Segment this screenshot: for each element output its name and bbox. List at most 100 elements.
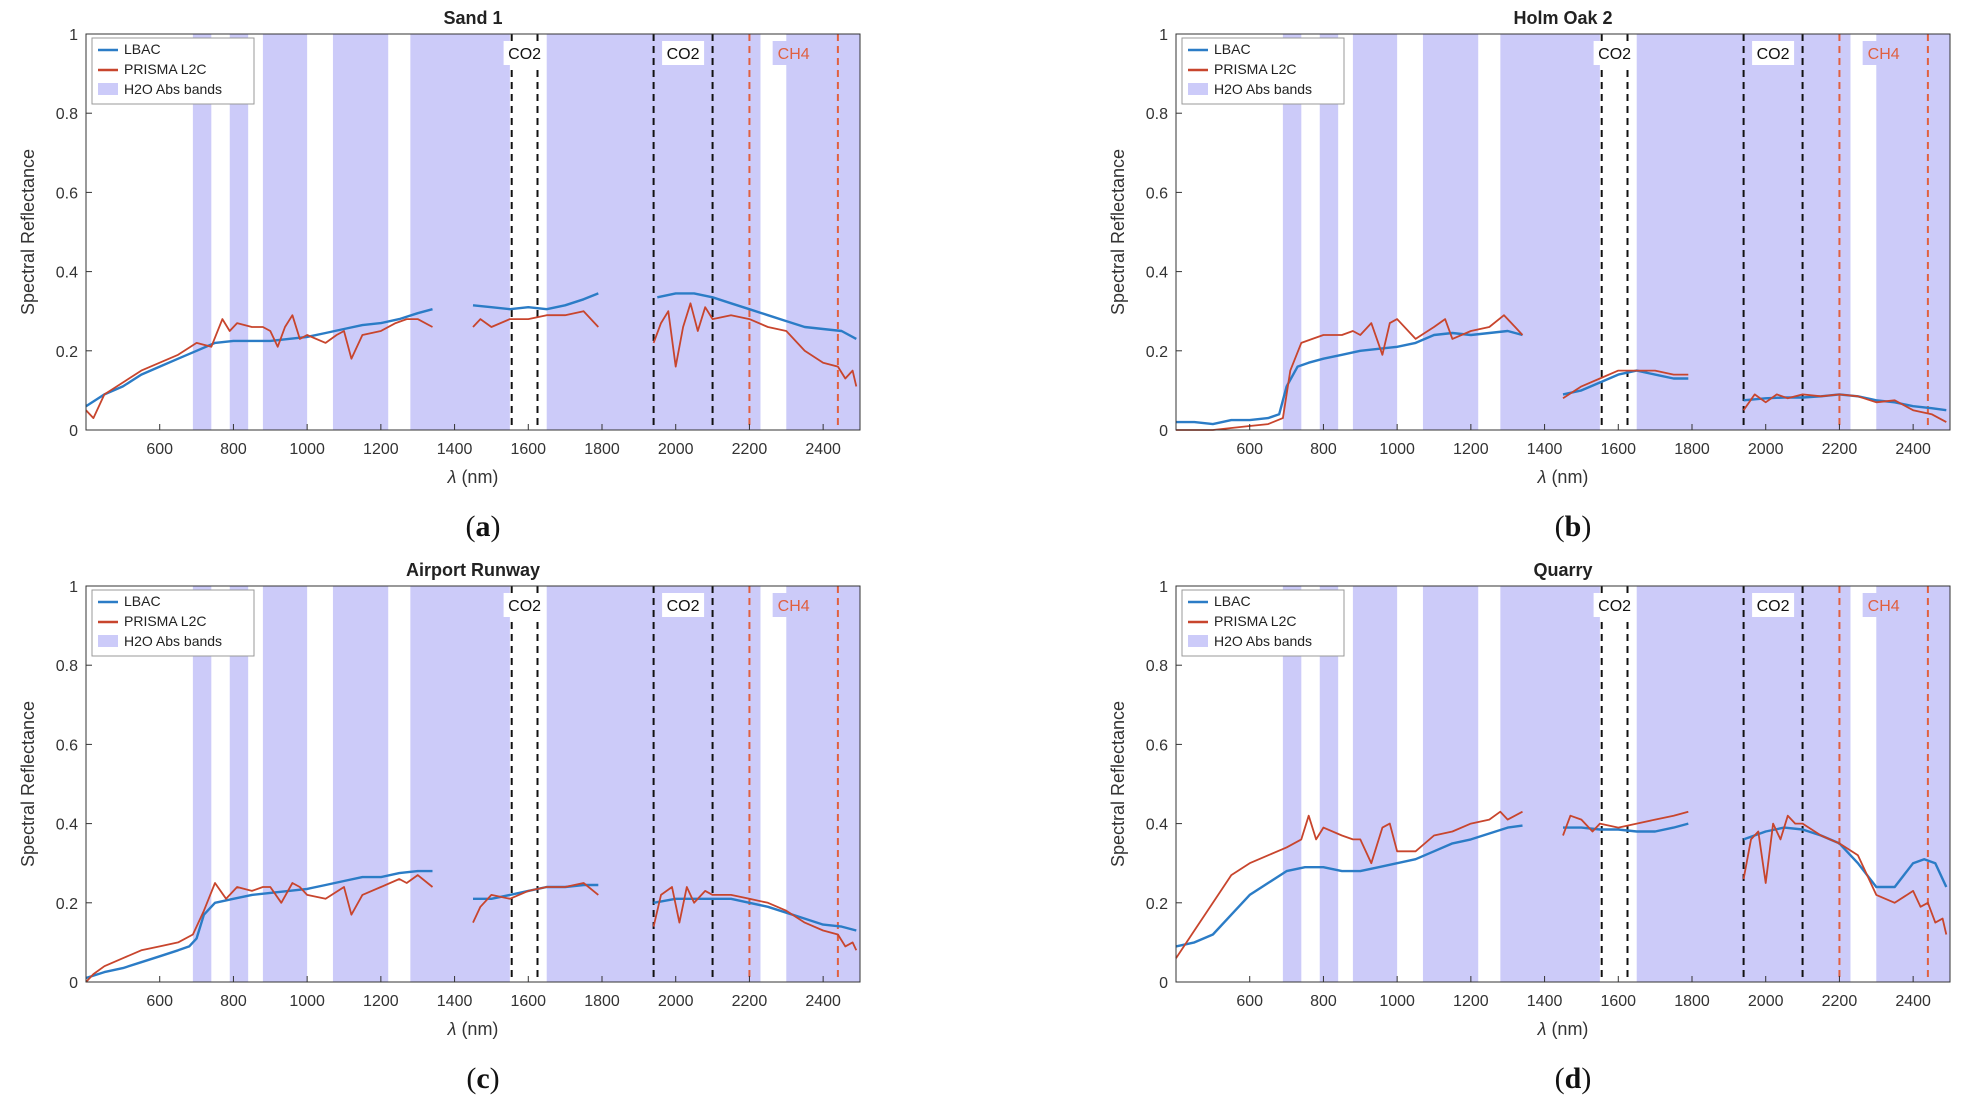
y-axis-label: Spectral Reflectance (1108, 701, 1128, 867)
water-bands (192, 34, 860, 430)
water-bands (1282, 586, 1950, 982)
x-tick-label: 800 (1310, 993, 1337, 1010)
x-tick-label: 1200 (363, 993, 399, 1010)
co2-label-1: CO2 (1598, 598, 1631, 615)
x-tick-label: 800 (1310, 441, 1337, 458)
co2-label-2: CO2 (1757, 46, 1790, 63)
legend: LBAC PRISMA L2C H2O Abs bands (1181, 37, 1345, 105)
h2o-band (332, 34, 389, 430)
x-tick-label: 2400 (805, 993, 841, 1010)
legend-h2o: H2O Abs bands (124, 633, 222, 649)
y-tick-label: 0.8 (56, 106, 78, 123)
legend-prisma: PRISMA L2C (124, 613, 206, 629)
x-axis-symbol: λ (447, 1019, 457, 1039)
y-tick-label: 0.2 (1146, 344, 1168, 361)
gas-labels: CO2 CO2 CH4 (1593, 41, 1905, 65)
ch4-label: CH4 (778, 46, 810, 63)
legend-h2o: H2O Abs bands (1214, 81, 1312, 97)
panel-caption: (a) (466, 510, 501, 543)
axis-ticks: 600 800 1000 1200 1400 1600 1800 2000 2200 2400 0 0… (56, 27, 841, 458)
h2o-band (262, 34, 308, 430)
x-tick-label: 1400 (1527, 441, 1563, 458)
gas-lines (510, 586, 839, 982)
h2o-band (332, 586, 389, 982)
panel-caption: (d) (1555, 1062, 1592, 1095)
caption-letter: c (476, 1062, 489, 1095)
x-axis-label: λ (nm) (1537, 1019, 1589, 1039)
gas-labels: CO2 CO2 CH4 (1593, 593, 1905, 617)
x-tick-label: 1400 (1527, 993, 1563, 1010)
h2o-band (229, 34, 249, 430)
lbac-series-line (1563, 822, 1689, 833)
legend: LBAC PRISMA L2C H2O Abs bands (91, 37, 255, 105)
y-tick-label: 0.8 (56, 658, 78, 675)
panel-caption: (b) (1555, 510, 1592, 543)
x-tick-label: 1600 (510, 993, 546, 1010)
h2o-band (192, 34, 212, 430)
prisma-series-line (1562, 369, 1689, 400)
y-tick-label: 0.4 (56, 265, 78, 282)
h2o-band (1319, 34, 1339, 430)
co2-label-2: CO2 (1757, 598, 1790, 615)
x-tick-label: 2000 (1748, 993, 1784, 1010)
h2o-band (262, 586, 308, 982)
x-tick-label: 1000 (289, 993, 325, 1010)
y-tick-label: 0 (69, 975, 78, 992)
series-lines (1175, 810, 1948, 959)
y-tick-label: 0.6 (1146, 185, 1168, 202)
lbac-series-line (1562, 369, 1689, 396)
y-tick-label: 0.2 (1146, 896, 1168, 913)
chart-svg-c: 600 800 1000 1200 1400 1600 1800 2000 2200 2400 0 0… (18, 560, 861, 1095)
legend: LBAC PRISMA L2C H2O Abs bands (91, 589, 255, 657)
chart-panel-d: 600 800 1000 1200 1400 1600 1800 2000 2200 2400 0 0… (1090, 552, 1968, 1104)
x-tick-label: 1800 (584, 441, 620, 458)
x-tick-label: 2000 (658, 441, 694, 458)
x-tick-label: 1600 (1600, 441, 1636, 458)
y-tick-label: 0 (1159, 975, 1168, 992)
x-tick-label: 1000 (289, 441, 325, 458)
plot-frame (1175, 33, 1951, 431)
x-tick-label: 800 (220, 441, 247, 458)
ch4-label: CH4 (778, 598, 810, 615)
y-tick-label: 0 (1159, 423, 1168, 440)
x-tick-label: 2200 (1822, 993, 1858, 1010)
x-axis-unit: (nm) (1551, 1019, 1588, 1039)
h2o-band (1282, 34, 1302, 430)
chart-panel-b: 600 800 1000 1200 1400 1600 1800 2000 2200 2400 0 0… (1090, 0, 1968, 552)
legend-lbac: LBAC (124, 41, 161, 57)
x-tick-label: 1200 (1453, 441, 1489, 458)
x-tick-label: 1000 (1379, 441, 1415, 458)
lbac-series-line (85, 869, 433, 980)
prisma-series-line (85, 874, 434, 983)
y-axis-label: Spectral Reflectance (1108, 149, 1128, 315)
x-tick-label: 1200 (363, 441, 399, 458)
panel-caption: (c) (466, 1062, 499, 1095)
co2-label-2: CO2 (667, 598, 700, 615)
x-tick-label: 1200 (1453, 993, 1489, 1010)
x-tick-label: 2400 (805, 441, 841, 458)
h2o-band (1422, 586, 1479, 982)
series-lines (85, 292, 858, 420)
x-tick-label: 1800 (1674, 441, 1710, 458)
axis-ticks: 600 800 1000 1200 1400 1600 1800 2000 2200 2400 0 0… (1146, 579, 1931, 1010)
chart-title: Sand 1 (443, 8, 502, 28)
y-tick-label: 0.4 (56, 817, 78, 834)
x-tick-label: 600 (146, 441, 173, 458)
legend-prisma: PRISMA L2C (124, 61, 206, 77)
lbac-series-line (653, 897, 857, 932)
prisma-series-line (472, 882, 599, 923)
x-tick-label: 2200 (732, 993, 768, 1010)
prisma-series-line (1742, 814, 1948, 935)
y-tick-label: 1 (1159, 579, 1168, 596)
chart-svg-d: 600 800 1000 1200 1400 1600 1800 2000 2200 2400 0 0… (1108, 560, 1951, 1095)
legend-lbac: LBAC (1214, 593, 1251, 609)
plot-frame (85, 33, 861, 431)
y-tick-label: 1 (69, 27, 78, 44)
chart-panel-c: 600 800 1000 1200 1400 1600 1800 2000 2200 2400 0 0… (0, 552, 984, 1104)
y-tick-label: 0.2 (56, 344, 78, 361)
prisma-series-line (472, 310, 599, 328)
y-tick-label: 0.4 (1146, 817, 1168, 834)
h2o-band (410, 34, 510, 430)
h2o-band (1282, 586, 1302, 982)
x-tick-label: 600 (1236, 441, 1263, 458)
